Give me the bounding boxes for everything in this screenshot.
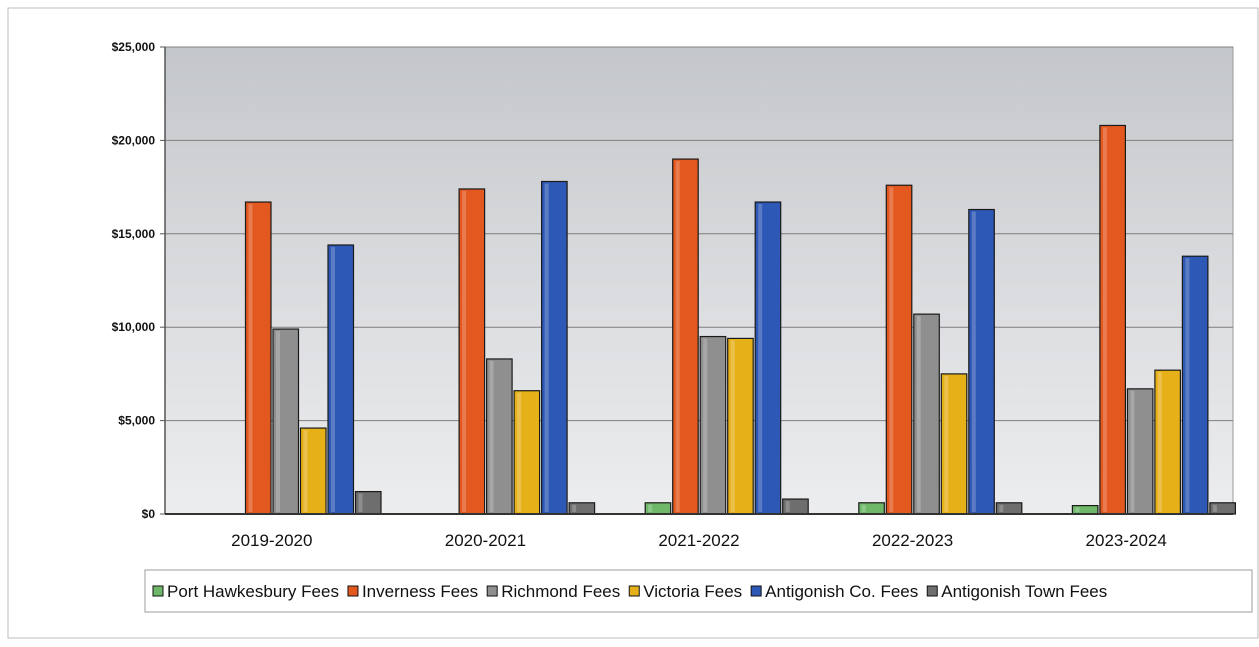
bar-highlight bbox=[1075, 507, 1080, 512]
bar-highlight bbox=[861, 504, 866, 512]
bar-highlight bbox=[1157, 372, 1162, 512]
bar-highlight bbox=[944, 375, 949, 512]
bar-highlight bbox=[889, 187, 894, 512]
bar-highlight bbox=[248, 204, 253, 512]
bar-antigonish-co-fees-2020-2021 bbox=[540, 180, 568, 515]
legend-label: Antigonish Town Fees bbox=[941, 582, 1107, 601]
bar-highlight bbox=[675, 161, 680, 512]
bar-highlight bbox=[1185, 258, 1190, 512]
legend-label: Antigonish Co. Fees bbox=[765, 582, 918, 601]
bar-highlight bbox=[276, 331, 280, 512]
bar-highlight bbox=[489, 360, 494, 512]
bar-richmond-fees-2019-2020 bbox=[272, 328, 300, 515]
legend-label: Victoria Fees bbox=[643, 582, 742, 601]
y-tick-label: $10,000 bbox=[112, 320, 156, 334]
legend-item-richmond-fees: Richmond Fees bbox=[486, 582, 620, 601]
bar-highlight bbox=[785, 501, 790, 512]
bar-group-2020-2021 bbox=[458, 180, 596, 515]
bar-group-2019-2020 bbox=[244, 201, 382, 515]
bar-group-2022-2023 bbox=[858, 184, 1023, 515]
bar-highlight bbox=[1102, 127, 1107, 513]
bar-inverness-fees-2021-2022 bbox=[672, 158, 699, 515]
bar-inverness-fees-2019-2020 bbox=[244, 201, 272, 515]
legend-swatch bbox=[750, 585, 762, 597]
bar-inverness-fees-2020-2021 bbox=[458, 188, 486, 515]
bar-richmond-fees-2021-2022 bbox=[699, 335, 727, 515]
bar-richmond-fees-2022-2023 bbox=[913, 313, 940, 515]
x-tick-label: 2023-2024 bbox=[1086, 531, 1167, 550]
legend-item-antigonish-co-fees: Antigonish Co. Fees bbox=[750, 582, 918, 601]
bar-victoria-fees-2021-2022 bbox=[727, 337, 754, 515]
y-tick-label: $0 bbox=[142, 507, 156, 521]
legend-swatch bbox=[347, 585, 359, 597]
bar-highlight bbox=[572, 504, 577, 512]
bar-highlight bbox=[331, 247, 335, 512]
bar-highlight bbox=[999, 504, 1004, 512]
legend-label: Richmond Fees bbox=[501, 582, 620, 601]
legend-swatch bbox=[152, 585, 164, 597]
bar-highlight bbox=[971, 211, 976, 513]
bar-inverness-fees-2022-2023 bbox=[885, 184, 913, 515]
legend bbox=[144, 569, 1253, 613]
x-tick-label: 2020-2021 bbox=[445, 531, 526, 550]
legend-swatch bbox=[486, 585, 498, 597]
y-tick-label: $5,000 bbox=[118, 414, 155, 428]
bar-victoria-fees-2022-2023 bbox=[940, 373, 968, 515]
bar-inverness-fees-2023-2024 bbox=[1099, 124, 1127, 515]
bar-highlight bbox=[358, 493, 363, 512]
legend-label: Port Hawkesbury Fees bbox=[167, 582, 339, 601]
y-tick-label: $25,000 bbox=[112, 40, 156, 54]
x-tick-label: 2021-2022 bbox=[658, 531, 739, 550]
bar-highlight bbox=[648, 504, 653, 512]
bar-richmond-fees-2023-2024 bbox=[1126, 388, 1154, 515]
legend-item-inverness-fees: Inverness Fees bbox=[347, 582, 478, 601]
bar-antigonish-co-fees-2019-2020 bbox=[327, 244, 355, 515]
bar-highlight bbox=[544, 183, 549, 512]
y-tick-label: $15,000 bbox=[112, 227, 156, 241]
bar-highlight bbox=[517, 392, 522, 512]
legend-item-port-hawkesbury-fees: Port Hawkesbury Fees bbox=[152, 582, 339, 601]
bar-highlight bbox=[1212, 504, 1217, 512]
x-tick-label: 2022-2023 bbox=[872, 531, 953, 550]
bar-highlight bbox=[703, 338, 708, 512]
x-tick-label: 2019-2020 bbox=[231, 531, 312, 550]
bar-highlight bbox=[462, 190, 467, 512]
bar-group-2021-2022 bbox=[644, 158, 809, 515]
bar-victoria-fees-2020-2021 bbox=[513, 390, 541, 515]
legend-swatch bbox=[628, 585, 640, 597]
bar-highlight bbox=[730, 340, 735, 512]
legend-item-victoria-fees: Victoria Fees bbox=[628, 582, 742, 601]
bar-antigonish-co-fees-2021-2022 bbox=[754, 201, 782, 515]
legend-label: Inverness Fees bbox=[362, 582, 478, 601]
legend-item-antigonish-town-fees: Antigonish Town Fees bbox=[926, 582, 1107, 601]
bar-highlight bbox=[1130, 390, 1135, 512]
bar-highlight bbox=[916, 316, 921, 512]
bar-victoria-fees-2023-2024 bbox=[1154, 369, 1182, 515]
y-tick-label: $20,000 bbox=[112, 133, 156, 147]
legend-swatch bbox=[926, 585, 938, 597]
bar-victoria-fees-2019-2020 bbox=[299, 427, 327, 515]
bar-highlight bbox=[758, 204, 763, 512]
bar-highlight bbox=[303, 430, 308, 512]
